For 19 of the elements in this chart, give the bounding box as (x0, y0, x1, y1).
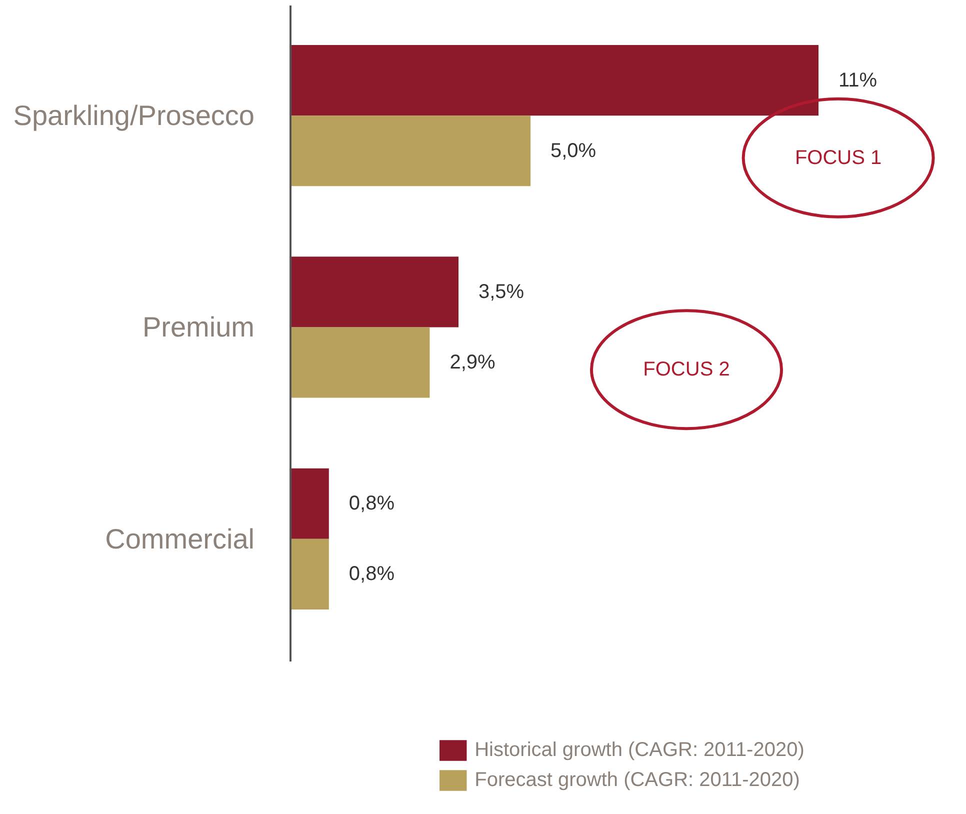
annotation: FOCUS 1 (794, 146, 882, 169)
bar (290, 538, 329, 610)
bar (290, 327, 430, 398)
data-label: 11% (838, 69, 878, 92)
bar (290, 116, 530, 186)
legend-label: Historical growth (CAGR: 2011-2020) (474, 738, 804, 762)
y-tick-label: Sparkling/Prosecco (13, 100, 255, 132)
legend-label: Forecast growth (CAGR: 2011-2020) (474, 768, 800, 792)
data-label: 0,8% (348, 492, 395, 515)
bar (290, 468, 329, 539)
annotation: FOCUS 2 (643, 358, 730, 381)
y-tick-label: Premium (142, 312, 254, 343)
data-label: 3,5% (478, 280, 524, 303)
data-label: 0,8% (348, 563, 395, 586)
data-label: 5,0% (550, 140, 596, 162)
data-label: 2,9% (450, 352, 496, 374)
bar (290, 45, 818, 116)
bar (290, 256, 458, 328)
y-tick-label: Commercial (105, 523, 255, 554)
